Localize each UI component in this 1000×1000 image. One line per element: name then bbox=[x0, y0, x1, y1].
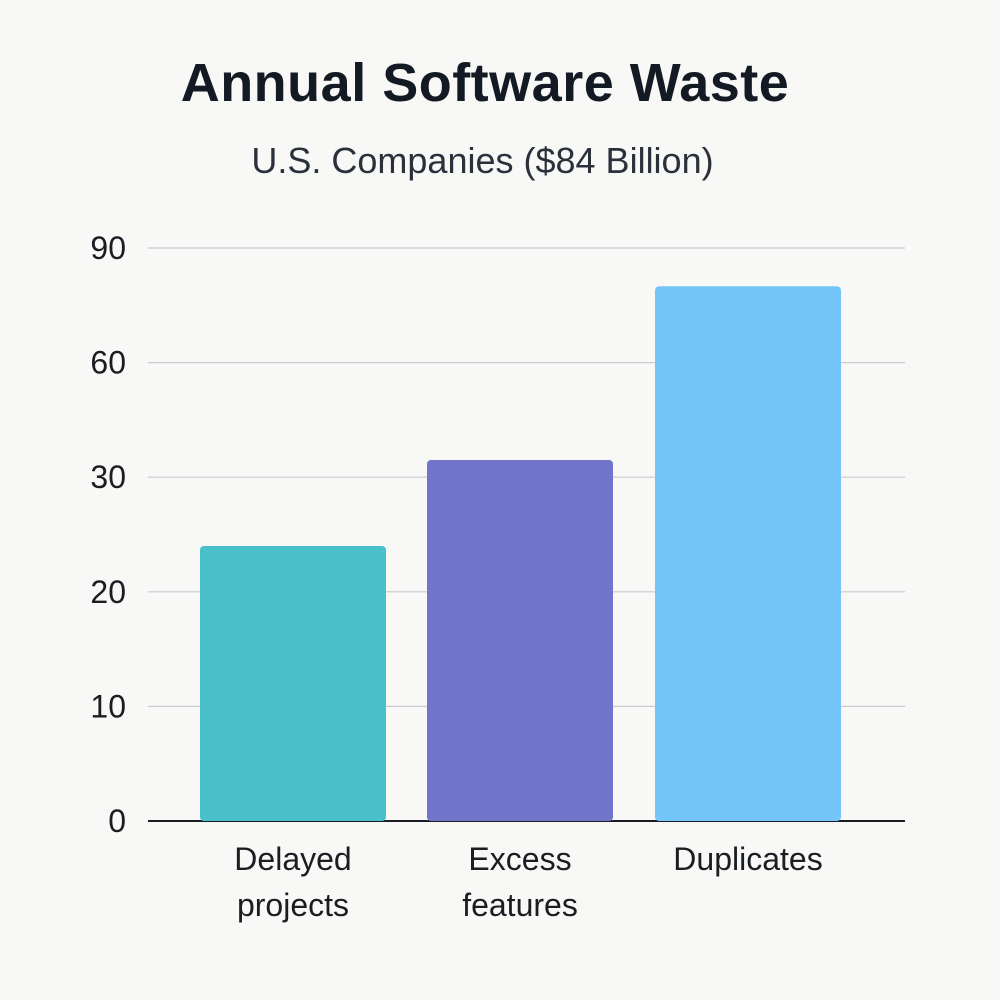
bar bbox=[655, 286, 841, 821]
x-tick-label: Duplicates bbox=[673, 841, 822, 877]
chart-title: Annual Software Waste bbox=[180, 53, 790, 113]
y-axis-ticks: 0 10 20 30 60 90 bbox=[90, 230, 126, 839]
x-axis-labels: Delayed projects Excess features Duplicates bbox=[234, 841, 822, 923]
chart-subtitle: U.S. Companies ($84 Billion) bbox=[251, 140, 714, 181]
y-tick-label: 60 bbox=[90, 345, 126, 381]
y-tick-label: 20 bbox=[90, 574, 126, 610]
bar bbox=[200, 545, 386, 821]
y-tick-label: 30 bbox=[90, 459, 126, 495]
bars bbox=[200, 286, 841, 821]
y-tick-label: 10 bbox=[90, 688, 126, 724]
y-tick-label: 90 bbox=[90, 230, 126, 266]
x-tick-label: Delayed projects bbox=[234, 841, 351, 923]
x-tick-label: Excess features bbox=[462, 841, 578, 923]
bar bbox=[427, 460, 613, 821]
y-tick-label: 0 bbox=[108, 803, 126, 839]
